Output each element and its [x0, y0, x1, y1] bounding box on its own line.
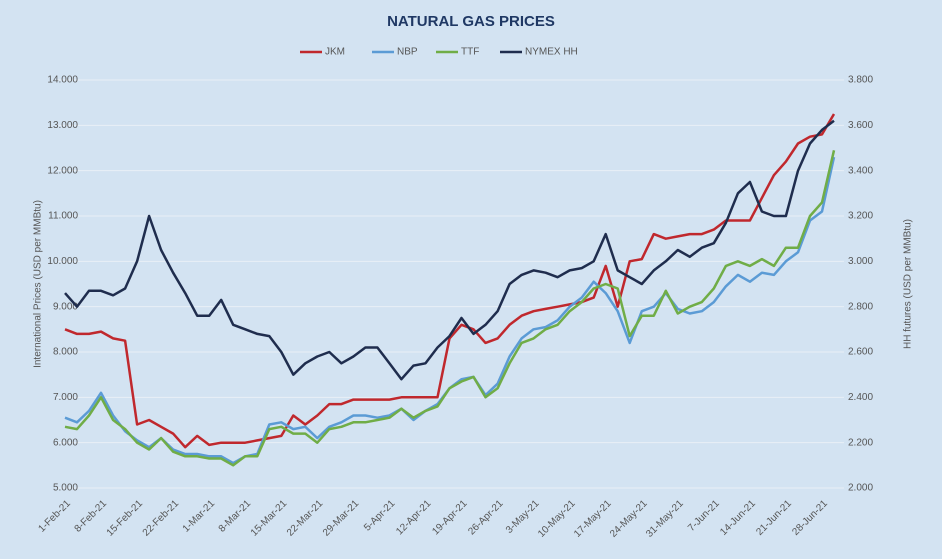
legend-label: TTF: [461, 47, 479, 58]
x-tick-label: 26-Apr-21: [466, 498, 506, 538]
y-tick-label: 11.000: [48, 211, 78, 222]
x-tick-label: 3-May-21: [504, 498, 542, 536]
x-tick-label: 24-May-21: [608, 498, 650, 540]
legend-label: NYMEX HH: [525, 47, 578, 58]
y-axis-label: International Prices (USD per MMBtu): [33, 200, 44, 368]
y2-tick-label: 3.200: [848, 211, 873, 222]
x-tick-label: 19-Apr-21: [430, 498, 470, 538]
y2-tick-label: 2.600: [848, 347, 873, 358]
y-tick-label: 9.000: [53, 301, 78, 312]
x-tick-label: 1-Mar-21: [181, 498, 218, 535]
y2-tick-label: 3.400: [848, 165, 873, 176]
x-tick-label: 21-Jun-21: [754, 498, 794, 538]
y-tick-label: 5.000: [53, 483, 78, 494]
x-tick-label: 29-Mar-21: [321, 498, 362, 539]
y-tick-label: 14.000: [47, 75, 78, 86]
x-tick-label: 8-Mar-21: [217, 498, 254, 535]
series-line: [64, 119, 835, 381]
x-tick-label: 5-Apr-21: [362, 498, 398, 534]
x-tick-label: 17-May-21: [572, 498, 614, 540]
y2-tick-label: 3.000: [848, 256, 873, 267]
y2-axis-label: HH futures (USD per MMBtu): [903, 219, 914, 349]
y2-tick-label: 2.000: [848, 483, 873, 494]
y-tick-label: 13.000: [47, 120, 78, 131]
x-tick-label: 14-Jun-21: [718, 498, 758, 538]
y-tick-label: 6.000: [53, 437, 78, 448]
x-tick-label: 15-Mar-21: [249, 498, 290, 539]
legend-label: JKM: [325, 47, 345, 58]
y-tick-label: 7.000: [53, 392, 78, 403]
legend-label: NBP: [397, 47, 418, 58]
x-tick-label: 22-Feb-21: [141, 498, 182, 539]
x-tick-label: 10-May-21: [536, 498, 578, 540]
y2-tick-label: 2.800: [848, 301, 873, 312]
x-tick-label: 12-Apr-21: [394, 498, 434, 538]
x-tick-label: 28-Jun-21: [790, 498, 830, 538]
y2-tick-label: 3.600: [848, 120, 873, 131]
x-tick-label: 22-Mar-21: [285, 498, 326, 539]
series-line: [64, 113, 836, 449]
series-line: [64, 156, 836, 465]
y2-tick-label: 3.800: [848, 75, 873, 86]
x-tick-label: 1-Feb-21: [37, 498, 74, 535]
x-tick-label: 7-Jun-21: [686, 498, 722, 534]
x-tick-label: 8-Feb-21: [73, 498, 110, 535]
y-tick-label: 8.000: [53, 347, 78, 358]
y-tick-label: 12.000: [47, 165, 78, 176]
y2-tick-label: 2.200: [848, 437, 873, 448]
y2-tick-label: 2.400: [848, 392, 873, 403]
chart-title: NATURAL GAS PRICES: [387, 13, 555, 30]
y-tick-label: 10.000: [47, 256, 78, 267]
series-line: [64, 150, 836, 467]
x-tick-label: 31-May-21: [644, 498, 686, 540]
x-tick-label: 15-Feb-21: [105, 498, 146, 539]
